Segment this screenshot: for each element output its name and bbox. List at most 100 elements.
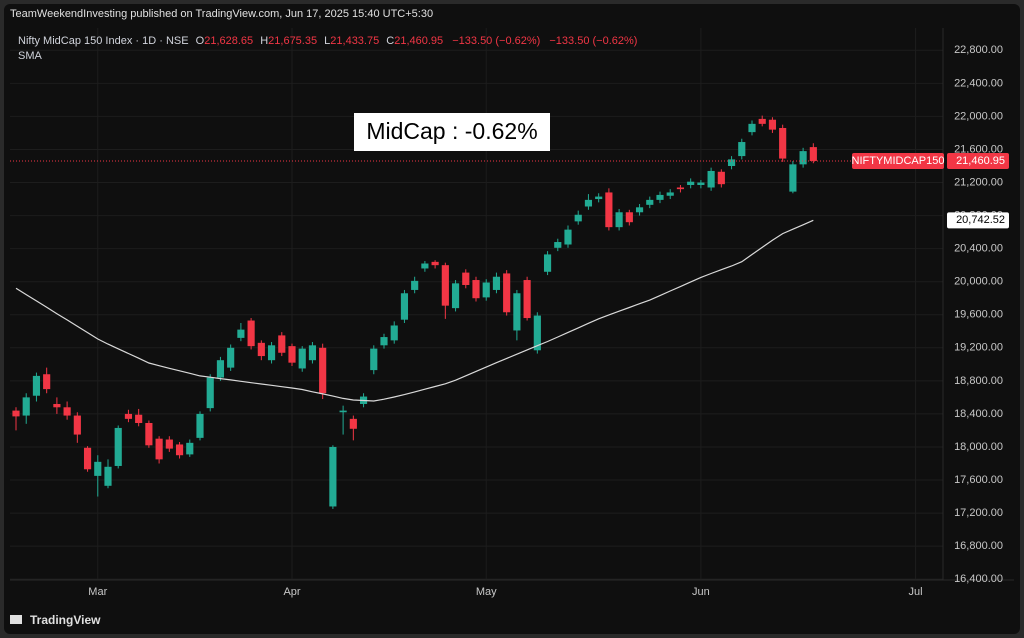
candle-body — [53, 403, 61, 408]
y-tick-label: 16,400.00 — [954, 573, 1003, 585]
candle-body — [421, 263, 429, 269]
x-tick-label: Mar — [88, 586, 107, 598]
candle-body — [247, 320, 255, 347]
candle-body — [175, 444, 184, 456]
logo-mark — [10, 615, 22, 624]
candle-body — [267, 345, 276, 361]
candle-body — [605, 192, 613, 228]
candle-body — [63, 407, 71, 416]
candle-body — [380, 337, 388, 346]
high-value: 21,675.35 — [268, 35, 317, 47]
annotation: MidCap : -0.62% — [366, 118, 537, 144]
candle-body — [451, 283, 460, 309]
candle-body — [349, 418, 357, 429]
x-tick-label: Apr — [283, 586, 300, 598]
candle-body — [165, 439, 173, 449]
candle-body — [257, 342, 265, 357]
candle-body — [288, 346, 296, 363]
source: TeamWeekendInvesting published on Tradin… — [10, 8, 433, 20]
low-value: 21,433.75 — [330, 35, 379, 47]
y-tick-label: 22,400.00 — [954, 77, 1003, 89]
x-tick-label: May — [476, 586, 497, 598]
candle-body — [196, 413, 204, 438]
candle-body — [124, 413, 133, 419]
sma-value-box — [947, 212, 1009, 229]
y-tick-label: 19,200.00 — [954, 342, 1003, 354]
candle-body — [513, 293, 521, 331]
y-tick-label: 22,000.00 — [954, 110, 1003, 122]
candle-body — [472, 280, 480, 299]
candle-body — [135, 414, 143, 423]
legend-line: Nifty MidCap 150 Index · 1D · NSE O21,62… — [18, 35, 637, 47]
candle-body — [216, 360, 225, 378]
candle-body — [186, 442, 194, 455]
annotation-box — [354, 113, 550, 151]
y-tick-label: 22,800.00 — [954, 44, 1003, 56]
candle-body — [114, 427, 122, 466]
candle-body — [492, 276, 501, 290]
candle-body — [83, 447, 92, 470]
candle-body — [687, 181, 695, 186]
candle-body — [809, 147, 817, 161]
candle-body — [400, 293, 409, 320]
candle-body — [554, 242, 562, 248]
candle-body — [799, 151, 807, 165]
candle-body — [237, 329, 245, 338]
high-prefix: H — [260, 35, 268, 47]
plot-area — [10, 115, 943, 509]
candle-body — [707, 170, 715, 188]
y-tick-label: 18,800.00 — [954, 375, 1003, 387]
change: −133.50 (−0.62%) — [549, 35, 637, 47]
candle-body — [206, 377, 214, 409]
price-value-box — [947, 152, 1009, 169]
close-value: 21,460.95 — [394, 35, 443, 47]
candle-body — [584, 199, 593, 207]
close-prefix: C — [386, 35, 394, 47]
candle-body — [646, 199, 654, 205]
price-name: NIFTYMIDCAP150 — [852, 155, 945, 167]
change: −133.50 (−0.62%) — [452, 35, 540, 47]
candle-body — [145, 422, 153, 446]
candle-body — [441, 265, 449, 306]
y-tick-label: 17,200.00 — [954, 507, 1003, 519]
candle-body — [104, 466, 112, 486]
low-prefix: L — [324, 35, 330, 47]
candle-body — [298, 348, 306, 369]
sma-legend: SMA — [18, 50, 43, 62]
price-value: 21,460.95 — [956, 155, 1005, 167]
candle-body — [738, 142, 746, 157]
candle-body — [73, 415, 81, 435]
y-tick-label: 21,600.00 — [954, 143, 1003, 155]
candle-body — [697, 182, 705, 186]
y-tick-label: 18,000.00 — [954, 441, 1003, 453]
y-tick-label: 17,600.00 — [954, 474, 1003, 486]
y-tick-label: 19,600.00 — [954, 309, 1003, 321]
candle-body — [339, 410, 347, 413]
candle-body — [748, 123, 756, 133]
chart-background — [4, 4, 1020, 634]
candle-body — [431, 261, 439, 266]
candle-body — [32, 375, 41, 396]
candle-body — [227, 347, 235, 368]
candle-body — [155, 438, 163, 460]
candle-body — [319, 347, 327, 394]
y-tick-label: 16,800.00 — [954, 540, 1003, 552]
candle-body — [43, 374, 51, 390]
candle-body — [625, 212, 633, 223]
y-tick-label: 18,400.00 — [954, 408, 1003, 420]
x-tick-label: Jun — [692, 586, 710, 598]
candle-body — [656, 194, 664, 200]
candle-body — [308, 345, 317, 361]
candle-body — [503, 273, 511, 313]
y-tick-label: 20,400.00 — [954, 243, 1003, 255]
candle-body — [543, 254, 552, 272]
candle-body — [94, 461, 102, 476]
candle-body — [329, 446, 337, 507]
candle-body — [727, 159, 736, 166]
symbol-title: Nifty MidCap 150 Index · 1D · NSE — [18, 35, 189, 47]
y-tick-label: 20,000.00 — [954, 276, 1003, 288]
candle-body — [574, 214, 582, 222]
sma-line — [15, 219, 814, 402]
